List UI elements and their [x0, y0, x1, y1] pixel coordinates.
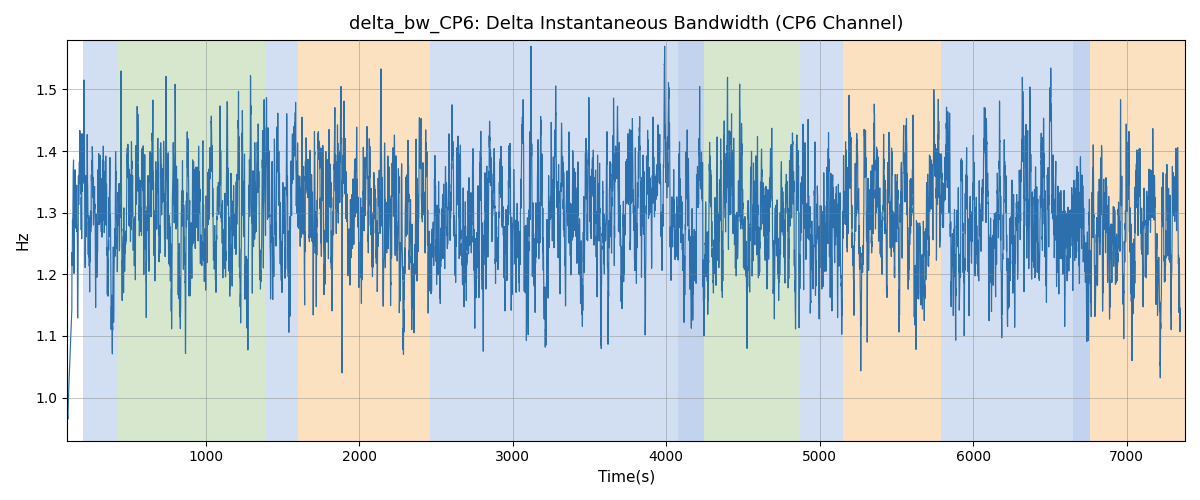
Bar — [678, 40, 704, 440]
Bar — [118, 40, 265, 440]
Bar — [298, 40, 430, 440]
Y-axis label: Hz: Hz — [16, 230, 30, 250]
Bar — [265, 40, 298, 440]
Bar — [941, 40, 1073, 440]
Bar — [430, 40, 678, 440]
Bar — [842, 40, 941, 440]
Bar — [799, 40, 842, 440]
Bar — [1073, 40, 1090, 440]
X-axis label: Time(s): Time(s) — [598, 470, 655, 485]
Bar — [83, 40, 118, 440]
Bar — [704, 40, 799, 440]
Title: delta_bw_CP6: Delta Instantaneous Bandwidth (CP6 Channel): delta_bw_CP6: Delta Instantaneous Bandwi… — [349, 15, 904, 34]
Bar — [1090, 40, 1186, 440]
